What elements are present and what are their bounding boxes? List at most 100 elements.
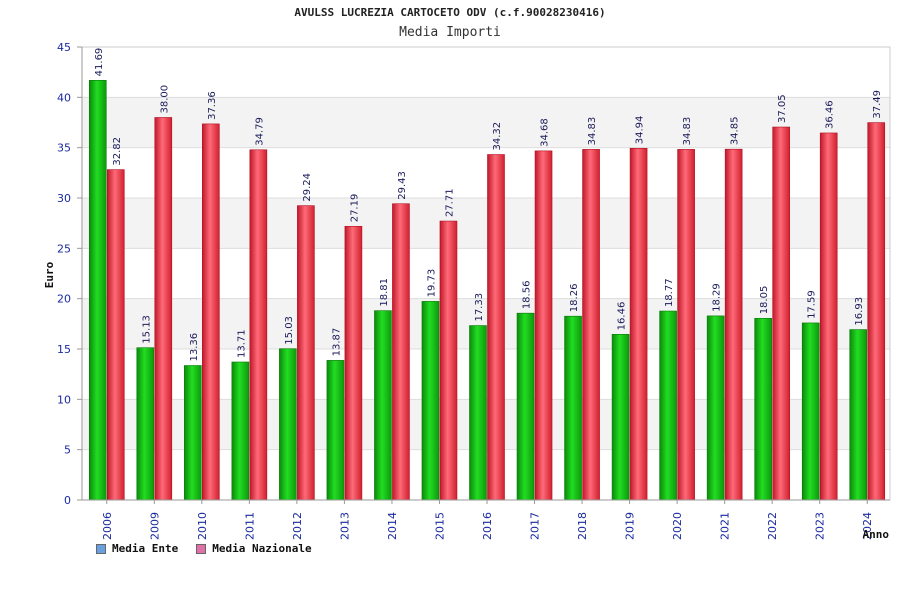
legend-swatch-media-ente [96, 543, 106, 554]
data-label-media-ente: 41.69 [94, 48, 105, 77]
axes: 0 5 10 15 20 25 30 35 40 45 2006 2009 2010 2011 2012 20… [57, 41, 891, 540]
x-tick-label: 2016 [481, 512, 494, 540]
bar-media-nazionale [772, 126, 790, 501]
data-label-media-nazionale: 29.24 [302, 173, 313, 202]
bar-media-ente [659, 310, 677, 501]
data-label-media-ente: 18.77 [664, 278, 675, 307]
x-tick-label: 2018 [576, 512, 589, 540]
bar-media-nazionale [819, 132, 838, 501]
data-label-media-ente: 18.26 [569, 284, 580, 313]
x-tick-label: 2017 [529, 512, 542, 540]
data-label-media-ente: 19.73 [426, 269, 437, 298]
x-tick-label: 2020 [671, 512, 684, 540]
x-tick-label: 2021 [719, 512, 732, 540]
data-label-media-ente: 17.59 [807, 290, 818, 319]
y-tick-label: 25 [57, 242, 71, 255]
legend-label-media-nazionale: Media Nazionale [212, 542, 312, 555]
x-tick-label: 2019 [624, 512, 637, 540]
bar-media-nazionale [582, 149, 600, 501]
data-label-media-nazionale: 38.00 [159, 85, 170, 114]
bar-media-ente [279, 348, 297, 501]
bar-media-ente [374, 310, 392, 501]
data-label-media-ente: 16.46 [617, 302, 628, 331]
x-tick-label: 2014 [386, 512, 399, 540]
bar-media-nazionale [106, 169, 125, 501]
legend-item-media-ente: Media Ente [96, 542, 178, 555]
data-label-media-nazionale: 37.49 [872, 90, 883, 119]
data-label-media-ente: 15.03 [284, 316, 295, 345]
data-label-media-ente: 16.93 [854, 297, 865, 326]
data-label-media-nazionale: 27.19 [349, 194, 360, 223]
legend-label-media-ente: Media Ente [112, 542, 179, 555]
bar-media-nazionale [677, 149, 695, 501]
chart-subtitle: Media Importi [399, 25, 501, 40]
x-tick-label: 2011 [243, 512, 256, 540]
bar-media-nazionale [202, 123, 220, 501]
y-tick-label: 0 [64, 494, 71, 507]
data-label-media-nazionale: 29.43 [397, 171, 408, 200]
bar-media-nazionale [249, 149, 268, 501]
x-tick-label: 2012 [291, 512, 304, 540]
bar-media-nazionale [867, 122, 886, 501]
data-label-media-nazionale: 34.94 [635, 116, 646, 145]
bar-media-ente [231, 361, 250, 501]
data-label-media-nazionale: 32.82 [112, 137, 123, 166]
bar-media-ente [516, 312, 535, 501]
data-label-media-nazionale: 34.32 [492, 122, 503, 151]
data-label-media-nazionale: 37.36 [207, 91, 218, 120]
bar-media-nazionale [297, 205, 315, 501]
y-tick-label: 40 [57, 91, 71, 104]
bar-media-nazionale [392, 203, 410, 501]
y-tick-label: 45 [57, 41, 71, 54]
legend-item-media-nazionale: Media Nazionale [196, 542, 312, 555]
bar-media-nazionale [154, 117, 173, 501]
data-label-media-nazionale: 27.71 [444, 188, 455, 217]
x-tick-label: 2015 [433, 512, 446, 540]
legend: Media Ente Media Nazionale [96, 542, 312, 555]
y-tick-label: 10 [57, 393, 71, 406]
bar-media-nazionale [534, 150, 553, 501]
data-label-media-ente: 18.05 [759, 286, 770, 315]
bar-media-ente [801, 322, 820, 501]
data-label-media-nazionale: 34.79 [254, 117, 265, 146]
y-tick-label: 15 [57, 343, 71, 356]
data-label-media-ente: 18.81 [379, 278, 390, 307]
bar-media-ente [326, 360, 345, 501]
bar-media-ente [849, 329, 868, 501]
bar-media-ente [611, 334, 630, 501]
bar-media-ente [184, 365, 202, 501]
x-tick-label: 2023 [814, 512, 827, 540]
x-tick-label: 2006 [101, 512, 114, 540]
bar-media-ente [706, 315, 725, 501]
x-tick-label: 2013 [338, 512, 351, 540]
data-label-media-ente: 13.36 [189, 333, 200, 362]
bar-media-ente [469, 325, 487, 501]
data-label-media-ente: 18.56 [522, 281, 533, 310]
y-tick-label: 5 [64, 444, 71, 457]
data-label-media-nazionale: 34.83 [682, 117, 693, 146]
bar-media-nazionale [724, 148, 743, 501]
chart-title: AVULSS LUCREZIA CARTOCETO ODV (c.f.90028… [294, 6, 606, 19]
bar-media-ente [564, 315, 582, 501]
x-tick-label: 2022 [766, 512, 779, 540]
data-label-media-nazionale: 36.46 [825, 100, 836, 129]
data-label-media-ente: 17.33 [474, 293, 485, 322]
x-tick-label: 2009 [148, 512, 161, 540]
data-label-media-ente: 13.71 [236, 329, 247, 358]
x-tick-label: 2010 [196, 512, 209, 540]
y-tick-label: 20 [57, 293, 71, 306]
data-label-media-nazionale: 34.83 [587, 117, 598, 146]
x-axis-label: Anno [863, 528, 890, 541]
y-tick-label: 35 [57, 142, 71, 155]
bar-media-nazionale [487, 154, 505, 501]
bar-media-ente [421, 301, 440, 501]
y-axis-label: Euro [43, 261, 56, 288]
bar-media-nazionale [344, 225, 363, 501]
data-label-media-ente: 15.13 [141, 315, 152, 344]
data-label-media-nazionale: 34.68 [540, 118, 551, 147]
bar-media-ente [754, 317, 772, 501]
data-label-media-ente: 13.87 [331, 328, 342, 357]
bar-media-ente [88, 80, 107, 501]
data-label-media-nazionale: 37.05 [777, 94, 788, 123]
